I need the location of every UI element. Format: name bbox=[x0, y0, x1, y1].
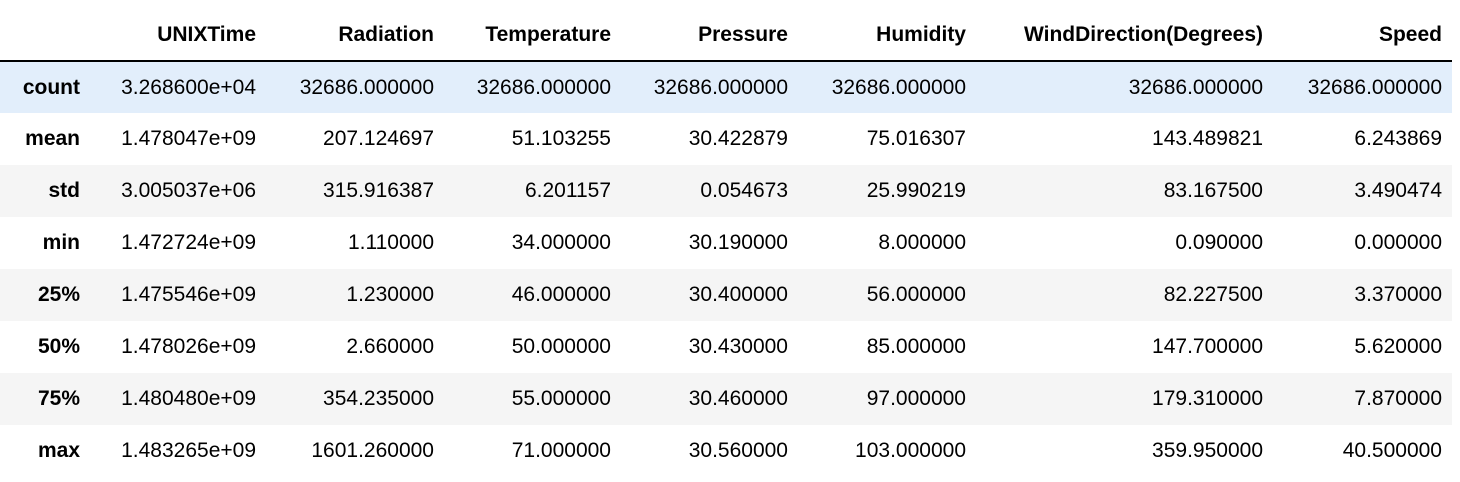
table-cell: 83.167500 bbox=[1163, 179, 1263, 202]
table-cell: 75.016307 bbox=[866, 127, 966, 150]
table-row-std[interactable]: std 3.005037e+06 315.916387 6.201157 0.0… bbox=[0, 165, 1452, 217]
table-cell: 6.243869 bbox=[1354, 127, 1442, 150]
table-cell: 359.950000 bbox=[1152, 439, 1263, 462]
table-cell: 5.620000 bbox=[1354, 335, 1442, 358]
column-header-pressure: Pressure bbox=[698, 23, 788, 46]
table-cell: 1.110000 bbox=[347, 231, 434, 254]
table-cell: 6.201157 bbox=[524, 179, 611, 202]
column-header-humidity: Humidity bbox=[876, 23, 966, 46]
table-cell: 1.478026e+09 bbox=[121, 335, 256, 358]
table-cell: 71.000000 bbox=[511, 439, 611, 462]
table-cell: 0.054673 bbox=[700, 179, 788, 202]
row-label: 50% bbox=[37, 335, 80, 358]
table-cell: 34.000000 bbox=[511, 231, 611, 254]
table-row-75pct[interactable]: 75% 1.480480e+09 354.235000 55.000000 30… bbox=[0, 373, 1452, 425]
table-cell: 207.124697 bbox=[323, 127, 434, 150]
table-cell: 1601.260000 bbox=[311, 439, 434, 462]
table-cell: 40.500000 bbox=[1342, 439, 1442, 462]
table-cell: 82.227500 bbox=[1163, 283, 1263, 306]
row-label: 75% bbox=[37, 387, 80, 410]
table-cell: 1.475546e+09 bbox=[121, 283, 256, 306]
column-header-wind-direction: WindDirection(Degrees) bbox=[1023, 23, 1263, 46]
table-row-25pct[interactable]: 25% 1.475546e+09 1.230000 46.000000 30.4… bbox=[0, 269, 1452, 321]
table-cell: 7.870000 bbox=[1354, 387, 1442, 410]
table-cell: 3.490474 bbox=[1354, 179, 1442, 202]
row-label: max bbox=[37, 439, 80, 462]
column-header-unixtime: UNIXTime bbox=[157, 23, 256, 46]
table-cell: 32686.000000 bbox=[299, 75, 434, 99]
table-cell: 179.310000 bbox=[1152, 387, 1263, 410]
row-label: 25% bbox=[37, 283, 80, 306]
table-cell: 32686.000000 bbox=[476, 75, 611, 99]
table-cell: 32686.000000 bbox=[1128, 75, 1263, 99]
table-cell: 354.235000 bbox=[323, 387, 434, 410]
table-cell: 30.400000 bbox=[688, 283, 788, 306]
table-cell: 147.700000 bbox=[1152, 335, 1263, 358]
table-cell: 32686.000000 bbox=[831, 75, 966, 99]
table-cell: 0.090000 bbox=[1175, 231, 1263, 254]
table-cell: 30.430000 bbox=[688, 335, 788, 358]
table-row-mean[interactable]: mean 1.478047e+09 207.124697 51.103255 3… bbox=[0, 113, 1452, 165]
table-cell: 32686.000000 bbox=[1307, 75, 1442, 99]
table-cell: 55.000000 bbox=[511, 387, 611, 410]
table-cell: 3.370000 bbox=[1354, 283, 1442, 306]
table-cell: 51.103255 bbox=[511, 127, 611, 150]
column-header-radiation: Radiation bbox=[338, 23, 434, 46]
table-cell: 1.480480e+09 bbox=[121, 387, 256, 410]
table-cell: 56.000000 bbox=[866, 283, 966, 306]
row-label: min bbox=[42, 231, 80, 254]
table-cell: 30.422879 bbox=[688, 127, 788, 150]
table-cell: 8.000000 bbox=[878, 231, 966, 254]
table-cell: 3.268600e+04 bbox=[121, 75, 256, 99]
row-label: count bbox=[22, 75, 80, 99]
table-cell: 97.000000 bbox=[866, 387, 966, 410]
table-cell: 85.000000 bbox=[866, 335, 966, 358]
table-cell: 3.005037e+06 bbox=[121, 179, 256, 202]
table-cell: 2.660000 bbox=[346, 335, 434, 358]
table-cell: 143.489821 bbox=[1152, 127, 1263, 150]
table-cell: 30.560000 bbox=[688, 439, 788, 462]
row-label: mean bbox=[25, 127, 80, 150]
table-cell: 1.230000 bbox=[346, 283, 434, 306]
table-cell: 50.000000 bbox=[511, 335, 611, 358]
table-body: count 3.268600e+04 32686.000000 32686.00… bbox=[0, 61, 1452, 477]
table-cell: 0.000000 bbox=[1354, 231, 1442, 254]
table-cell: 30.190000 bbox=[688, 231, 788, 254]
table-cell: 30.460000 bbox=[688, 387, 788, 410]
table-cell: 46.000000 bbox=[511, 283, 611, 306]
table-cell: 1.472724e+09 bbox=[121, 231, 256, 254]
column-header-speed: Speed bbox=[1378, 23, 1442, 46]
table-row-50pct[interactable]: 50% 1.478026e+09 2.660000 50.000000 30.4… bbox=[0, 321, 1452, 373]
table-cell: 1.478047e+09 bbox=[121, 127, 256, 150]
index-header bbox=[0, 10, 90, 61]
column-header-temperature: Temperature bbox=[485, 23, 611, 46]
table-cell: 103.000000 bbox=[855, 439, 966, 462]
describe-table: UNIXTime Radiation Temperature Pressure … bbox=[0, 10, 1452, 477]
table-header: UNIXTime Radiation Temperature Pressure … bbox=[0, 10, 1452, 61]
header-row: UNIXTime Radiation Temperature Pressure … bbox=[0, 10, 1452, 61]
table-cell: 315.916387 bbox=[323, 179, 434, 202]
table-row-max[interactable]: max 1.483265e+09 1601.260000 71.000000 3… bbox=[0, 425, 1452, 477]
row-label: std bbox=[48, 179, 81, 202]
table-cell: 32686.000000 bbox=[653, 75, 788, 99]
table-row-count[interactable]: count 3.268600e+04 32686.000000 32686.00… bbox=[0, 61, 1452, 113]
table-row-min[interactable]: min 1.472724e+09 1.110000 34.000000 30.1… bbox=[0, 217, 1452, 269]
table-cell: 1.483265e+09 bbox=[121, 439, 256, 462]
table-cell: 25.990219 bbox=[866, 179, 966, 202]
